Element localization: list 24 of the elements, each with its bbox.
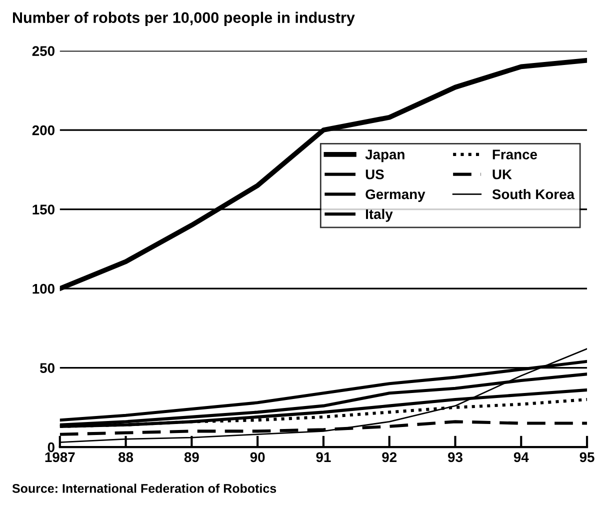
source-note: Source: International Federation of Robotics	[12, 484, 276, 493]
legend-label: Italy	[366, 208, 393, 222]
x-tick-label: 92	[382, 452, 397, 462]
legend-label: Japan	[365, 150, 404, 162]
chart-title: Number of robots per 10,000 people in industry	[13, 12, 355, 26]
y-tick-label: 100	[32, 284, 54, 294]
x-tick-label: 95	[580, 452, 594, 462]
legend-label: Germany	[366, 189, 426, 202]
y-tick-label: 150	[32, 204, 54, 214]
x-tick-label: 94	[514, 452, 529, 462]
legend-label: France	[492, 150, 538, 160]
x-tick-label: 88	[118, 452, 134, 462]
y-tick-label: 250	[32, 46, 54, 56]
legend-label: US	[366, 169, 384, 180]
legend-label: South Korea	[492, 188, 575, 200]
legend-label: UK	[492, 170, 512, 180]
x-tick-label: 89	[184, 452, 199, 462]
y-tick-label: 200	[32, 125, 54, 136]
x-tick-label: 93	[448, 452, 462, 462]
x-tick-label: 1987	[45, 452, 75, 462]
y-tick-label: 50	[40, 363, 54, 373]
y-tick-label: 0	[48, 442, 54, 452]
x-tick-label: 90	[250, 452, 265, 462]
x-tick-label: 91	[316, 452, 331, 462]
